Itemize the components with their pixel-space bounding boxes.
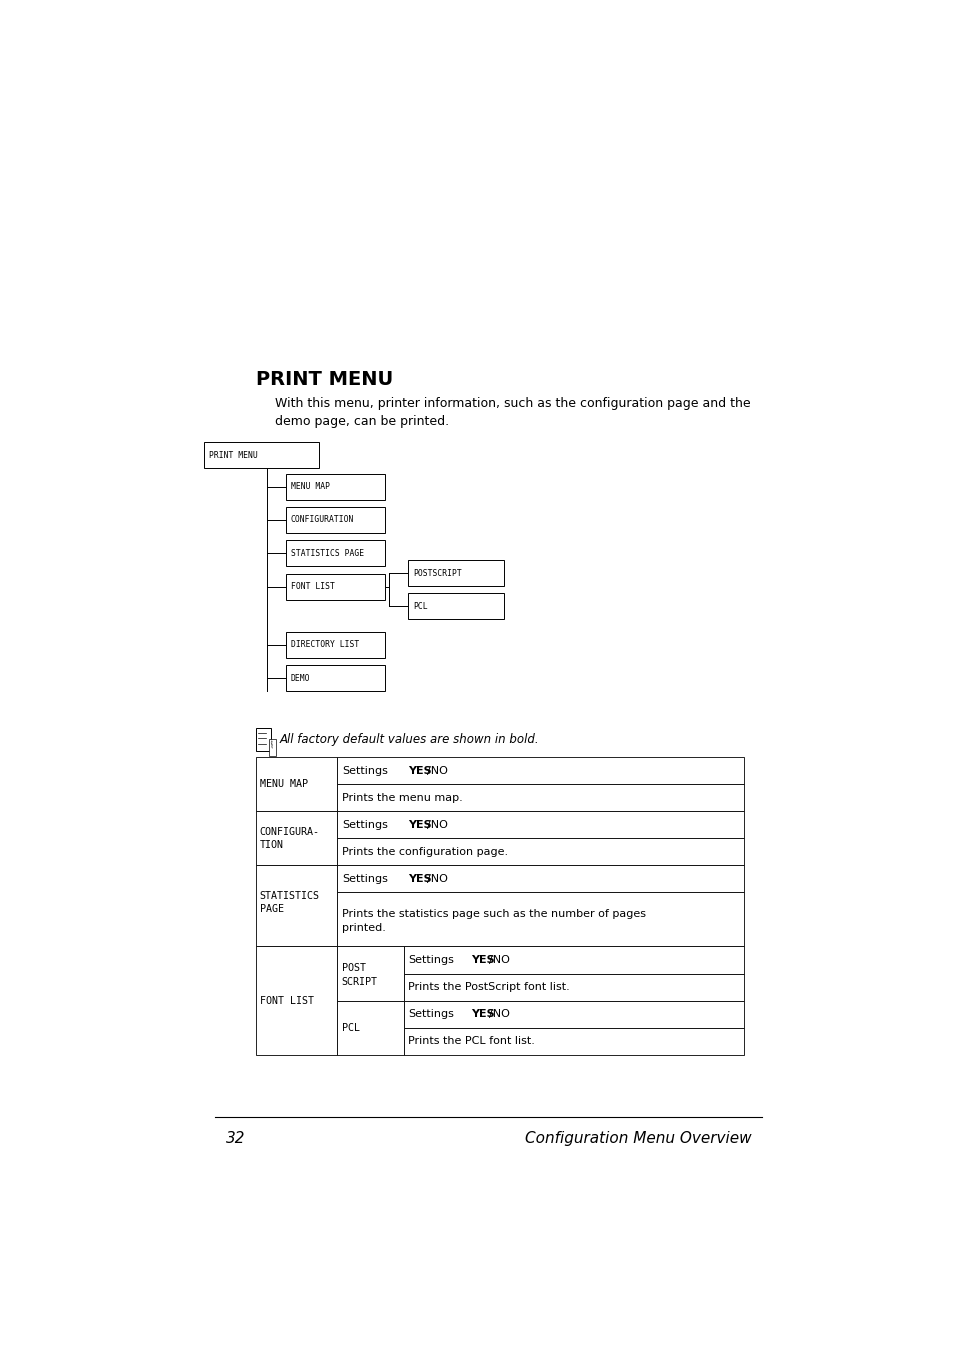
FancyBboxPatch shape	[255, 757, 337, 811]
Text: Configuration Menu Overview: Configuration Menu Overview	[524, 1131, 751, 1146]
FancyBboxPatch shape	[403, 1028, 743, 1055]
Text: PRINT MENU: PRINT MENU	[255, 370, 393, 389]
Text: All factory default values are shown in bold.: All factory default values are shown in …	[279, 734, 538, 746]
Text: STATISTICS: STATISTICS	[259, 890, 319, 901]
Text: DEMO: DEMO	[291, 674, 310, 682]
Text: PAGE: PAGE	[259, 904, 283, 915]
Text: 32: 32	[226, 1131, 246, 1146]
Text: /NO: /NO	[426, 874, 447, 884]
FancyBboxPatch shape	[337, 757, 743, 784]
Text: /NO: /NO	[426, 766, 447, 775]
FancyBboxPatch shape	[255, 811, 337, 866]
Text: PRINT MENU: PRINT MENU	[210, 451, 258, 459]
Text: Settings: Settings	[341, 820, 387, 830]
FancyBboxPatch shape	[403, 974, 743, 1001]
Text: YES: YES	[471, 1009, 495, 1019]
Text: POSTSCRIPT: POSTSCRIPT	[413, 569, 461, 577]
Text: /: /	[269, 740, 274, 750]
Text: PCL: PCL	[413, 601, 427, 611]
Text: Prints the configuration page.: Prints the configuration page.	[341, 847, 507, 857]
Text: /NO: /NO	[489, 1009, 510, 1019]
FancyBboxPatch shape	[407, 593, 503, 619]
FancyBboxPatch shape	[337, 1001, 403, 1055]
Text: MENU MAP: MENU MAP	[259, 780, 308, 789]
Text: TION: TION	[259, 839, 283, 850]
Text: Prints the menu map.: Prints the menu map.	[341, 793, 462, 802]
Text: /NO: /NO	[489, 955, 510, 965]
Text: YES: YES	[471, 955, 495, 965]
Text: SCRIPT: SCRIPT	[341, 977, 377, 986]
Text: printed.: printed.	[341, 923, 385, 932]
Text: Prints the PostScript font list.: Prints the PostScript font list.	[408, 982, 570, 992]
FancyBboxPatch shape	[204, 443, 318, 469]
FancyBboxPatch shape	[337, 784, 743, 811]
Text: Settings: Settings	[341, 766, 387, 775]
Text: CONFIGURA-: CONFIGURA-	[259, 827, 319, 838]
FancyBboxPatch shape	[285, 474, 385, 500]
Text: Prints the statistics page such as the number of pages: Prints the statistics page such as the n…	[341, 909, 645, 919]
FancyBboxPatch shape	[255, 947, 337, 1055]
Text: CONFIGURATION: CONFIGURATION	[291, 516, 354, 524]
FancyBboxPatch shape	[403, 1001, 743, 1028]
FancyBboxPatch shape	[285, 507, 385, 534]
FancyBboxPatch shape	[285, 574, 385, 600]
FancyBboxPatch shape	[403, 947, 743, 974]
Text: Settings: Settings	[408, 955, 454, 965]
Text: DIRECTORY LIST: DIRECTORY LIST	[291, 640, 358, 650]
Text: FONT LIST: FONT LIST	[259, 996, 314, 1005]
Text: With this menu, printer information, such as the configuration page and the
demo: With this menu, printer information, suc…	[274, 397, 749, 428]
FancyBboxPatch shape	[337, 947, 403, 1001]
Text: Settings: Settings	[341, 874, 387, 884]
FancyBboxPatch shape	[337, 866, 743, 893]
Text: Settings: Settings	[408, 1009, 454, 1019]
Text: PCL: PCL	[341, 1023, 359, 1032]
FancyBboxPatch shape	[337, 838, 743, 866]
Text: POST: POST	[341, 963, 365, 973]
FancyBboxPatch shape	[269, 739, 275, 757]
Text: FONT LIST: FONT LIST	[291, 582, 335, 590]
Text: MENU MAP: MENU MAP	[291, 482, 330, 492]
FancyBboxPatch shape	[407, 561, 503, 586]
Text: /NO: /NO	[426, 820, 447, 830]
FancyBboxPatch shape	[285, 540, 385, 566]
Text: STATISTICS PAGE: STATISTICS PAGE	[291, 549, 363, 558]
FancyBboxPatch shape	[255, 866, 337, 947]
Text: Prints the PCL font list.: Prints the PCL font list.	[408, 1036, 535, 1046]
FancyBboxPatch shape	[255, 728, 271, 751]
Text: YES: YES	[408, 820, 432, 830]
FancyBboxPatch shape	[285, 632, 385, 658]
Text: YES: YES	[408, 874, 432, 884]
FancyBboxPatch shape	[337, 893, 743, 947]
Text: YES: YES	[408, 766, 432, 775]
FancyBboxPatch shape	[337, 811, 743, 838]
FancyBboxPatch shape	[285, 665, 385, 692]
